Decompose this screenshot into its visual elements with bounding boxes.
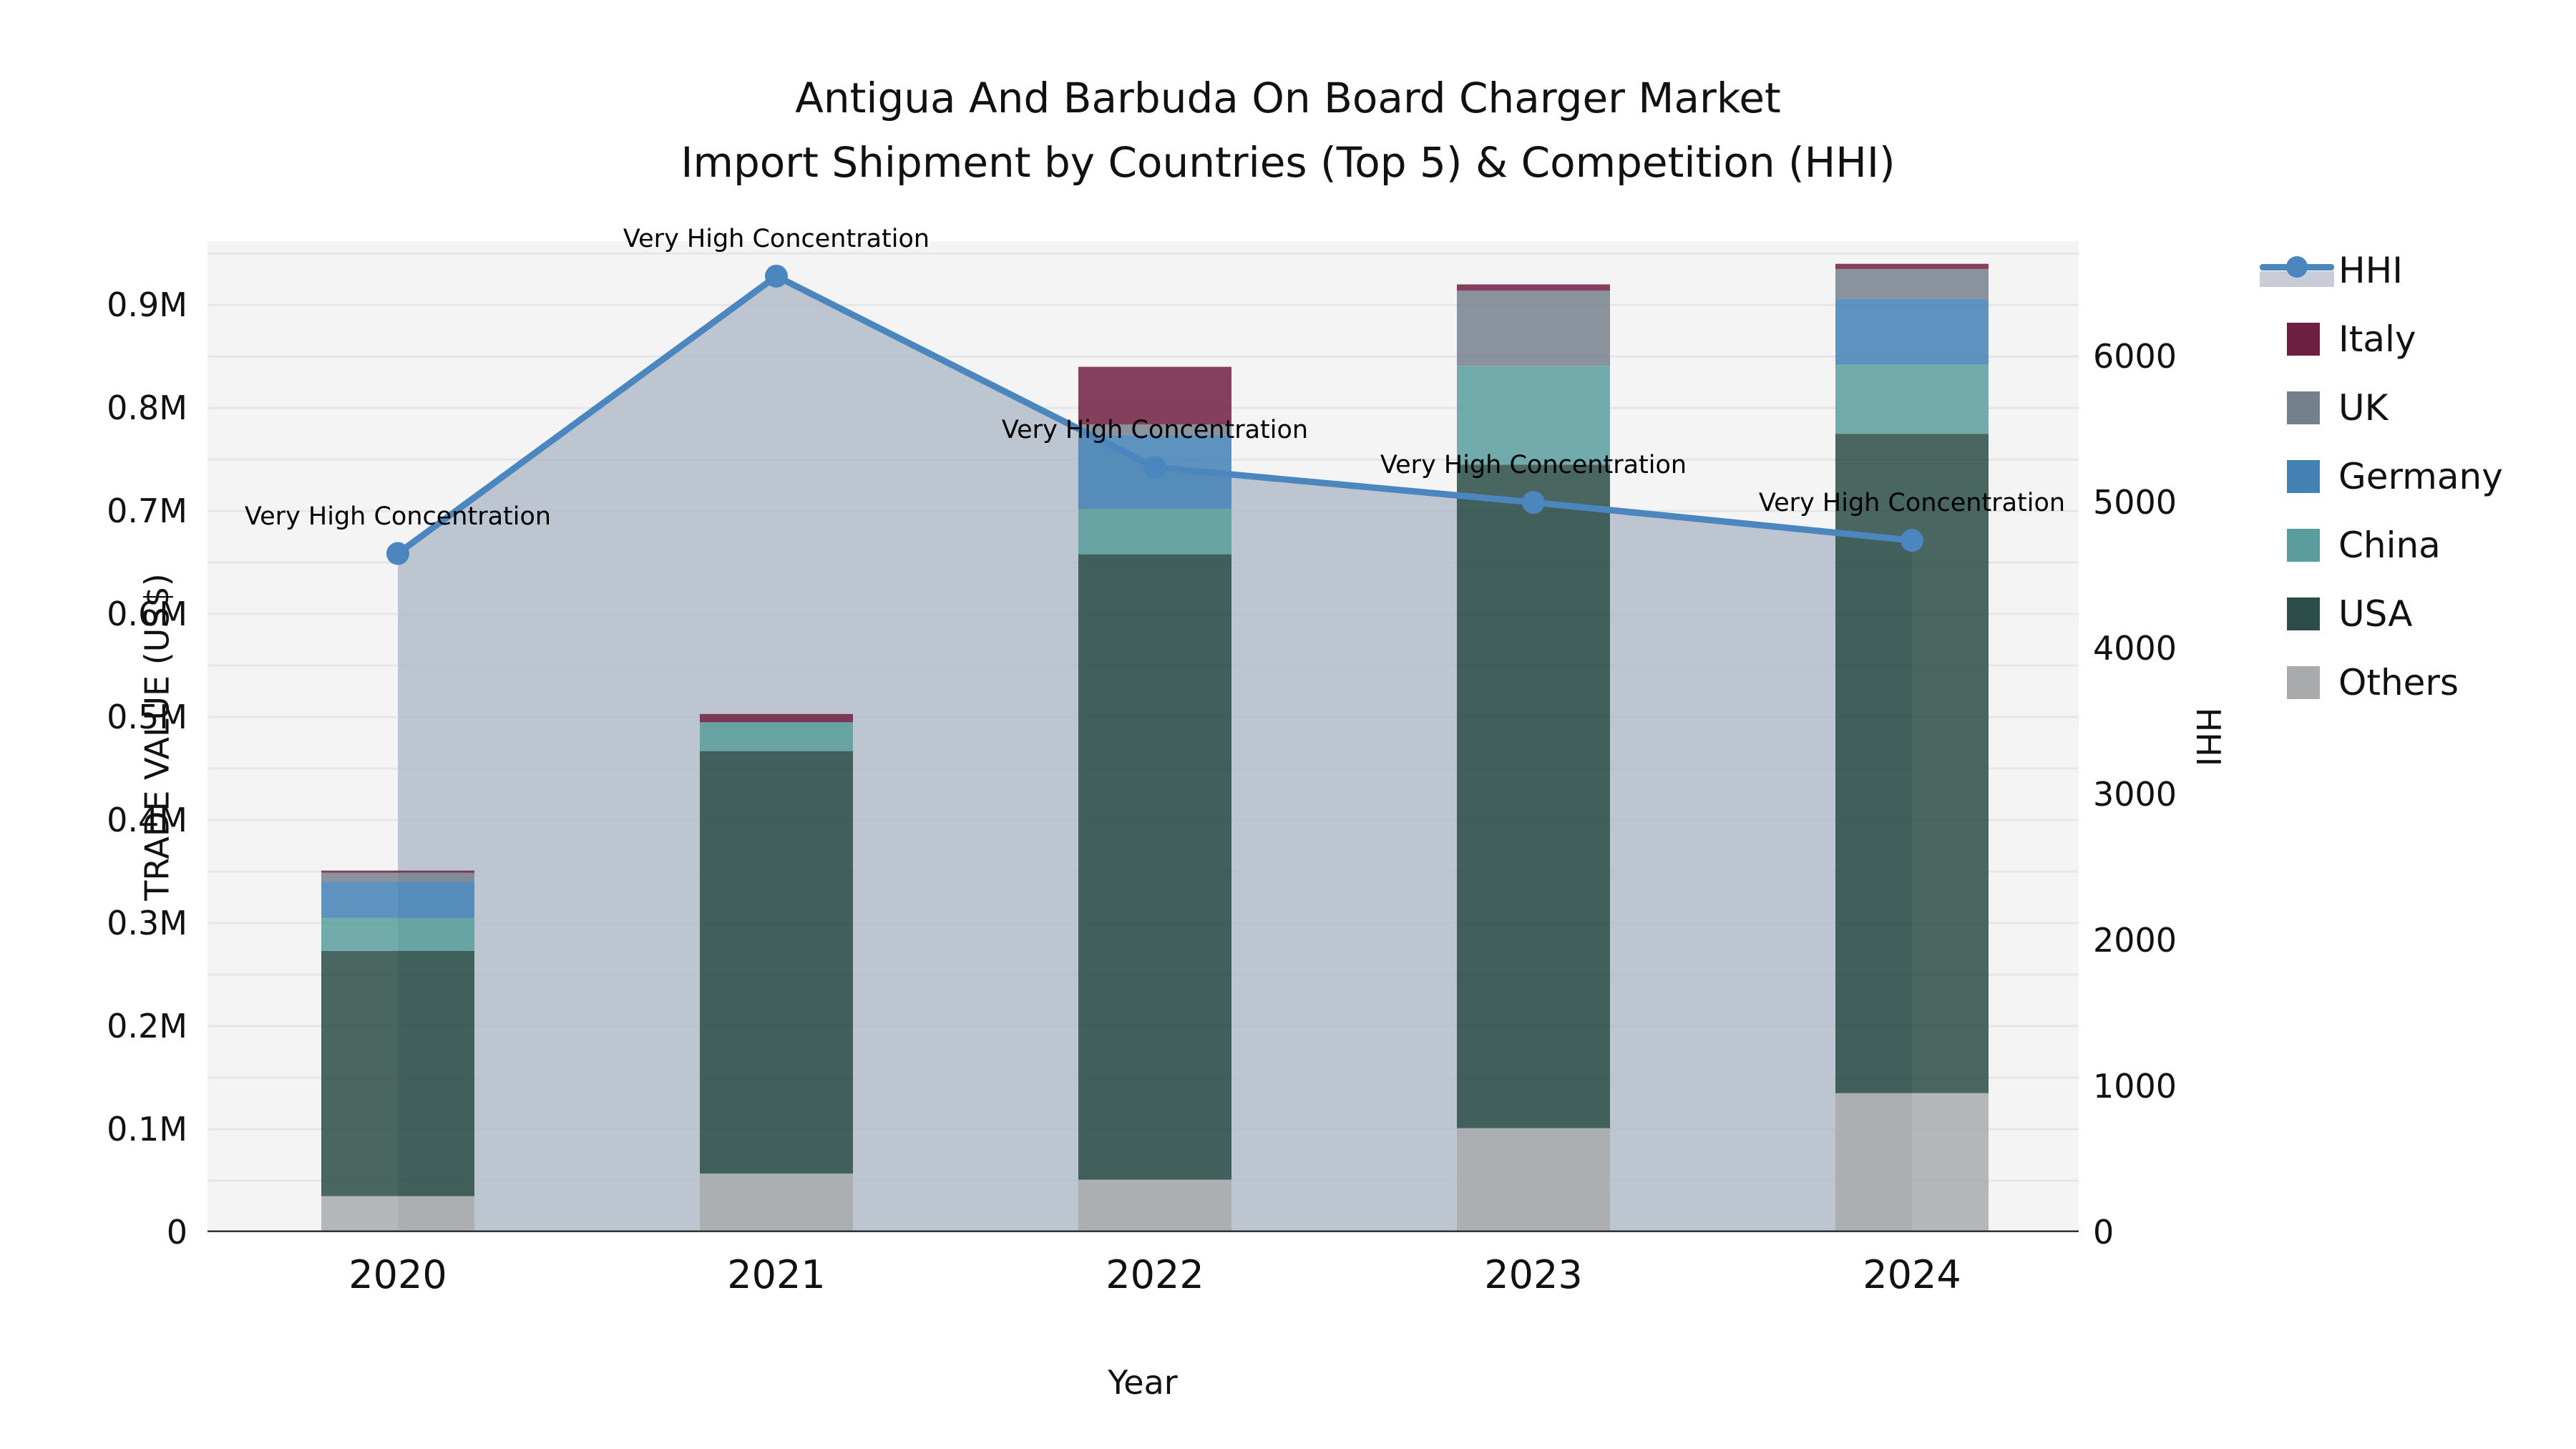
legend-label-uk: UK [2338,387,2389,429]
bar-2023-usa [1457,464,1610,1128]
legend-swatch-others [2287,666,2320,699]
bar-2024-others [1835,1093,1989,1232]
bar-2023-uk [1457,291,1610,366]
bar-2021-italy [700,713,853,723]
y-right-tick-label: 6000 [2093,337,2177,376]
y-right-tick-label: 1000 [2093,1067,2177,1106]
hhi-annotation-2023: Very High Concentration [1380,451,1687,480]
y-left-tick-label: 0.5M [107,698,187,737]
y-left-tick-label: 0 [166,1213,187,1252]
hhi-annotation-2021: Very High Concentration [623,224,930,253]
x-tick-label-2020: 2020 [348,1252,447,1297]
x-tick-label-2023: 2023 [1484,1252,1583,1297]
y-left-tick-label: 0.1M [107,1110,187,1149]
bar-2021-china [700,722,853,751]
x-tick-label-2021: 2021 [727,1252,826,1297]
legend-item-italy: Italy [2254,305,2569,374]
legend-swatch-china [2287,529,2320,562]
chart-title: Antigua And Barbuda On Board Charger Mar… [0,66,2576,195]
hhi-marker-2020 [386,542,409,565]
y-left-tick-label: 0.2M [107,1007,187,1046]
y-right-tick-label: 5000 [2093,483,2177,522]
hhi-annotation-2022: Very High Concentration [1001,416,1309,445]
bar-2020-germany [321,882,474,918]
bar-2020-uk [321,872,474,882]
bar-2021-others [700,1173,853,1232]
bar-2022-uk [1078,424,1231,435]
bar-2022-italy [1078,366,1231,425]
x-tick-label-2024: 2024 [1863,1252,1961,1297]
y-right-tick-label: 3000 [2093,775,2177,814]
bar-2023-italy [1457,284,1610,291]
legend-item-germany: Germany [2254,442,2569,511]
bar-2020-others [321,1196,474,1232]
x-axis-label: Year [1108,1363,1178,1402]
y-left-tick-label: 0.4M [107,801,187,840]
chart-title-line-2: Import Shipment by Countries (Top 5) & C… [680,138,1896,187]
bar-2024-italy [1835,263,1989,269]
y-left-tick-label: 0.8M [107,389,187,428]
legend-swatch-germany [2287,460,2320,493]
y-left-tick-label: 0.9M [107,286,187,325]
legend-hhi-line-icon [2260,254,2334,287]
bar-2024-uk [1835,268,1989,299]
legend: HHI Italy UK Germany China USA Others [2254,236,2569,717]
bar-2023-china [1457,366,1610,465]
hhi-marker-2021 [765,264,788,288]
legend-hhi-line-marker [2286,256,2308,278]
x-tick-label-2022: 2022 [1106,1252,1204,1297]
bar-2024-germany [1835,298,1989,365]
y-right-tick-label: 4000 [2093,629,2177,668]
y-left-tick-label: 0.7M [107,492,187,531]
hhi-marker-2024 [1901,529,1923,552]
legend-item-others: Others [2254,648,2569,717]
legend-item-china: China [2254,511,2569,580]
hhi-marker-2022 [1143,456,1166,479]
y-right-tick-label: 2000 [2093,921,2177,960]
bar-2020-usa [321,950,474,1196]
legend-item-hhi: HHI [2254,236,2569,305]
y-axis-label-right: HHI [2189,707,2228,767]
bar-2024-china [1835,364,1989,434]
bar-2020-china [321,917,474,951]
legend-label-others: Others [2338,662,2459,703]
bar-2022-china [1078,509,1231,555]
legend-swatch-uk [2287,391,2320,424]
bar-2022-usa [1078,554,1231,1180]
legend-label-germany: Germany [2338,456,2503,497]
chart-title-line-1: Antigua And Barbuda On Board Charger Mar… [795,74,1781,122]
bar-2022-others [1078,1179,1231,1232]
bar-2020-italy [321,870,474,873]
y-left-tick-label: 0.3M [107,904,187,943]
y-left-tick-label: 0.6M [107,595,187,634]
legend-label-china: China [2338,525,2441,566]
chart-canvas [208,252,2079,1232]
legend-item-uk: UK [2254,374,2569,442]
y-right-tick-label: 0 [2093,1213,2114,1252]
hhi-annotation-2020: Very High Concentration [244,502,552,531]
legend-hhi-area-swatch [2260,271,2334,287]
bar-2023-others [1457,1128,1610,1232]
hhi-annotation-2024: Very High Concentration [1758,489,2066,518]
legend-label-hhi: HHI [2338,250,2403,291]
legend-swatch-italy [2287,323,2320,356]
hhi-marker-2023 [1522,491,1545,514]
legend-swatch-usa [2287,597,2320,630]
legend-label-usa: USA [2338,593,2413,635]
legend-item-usa: USA [2254,580,2569,648]
plot-area [208,241,2079,1232]
legend-label-italy: Italy [2338,318,2416,360]
bar-2021-usa [700,751,853,1174]
